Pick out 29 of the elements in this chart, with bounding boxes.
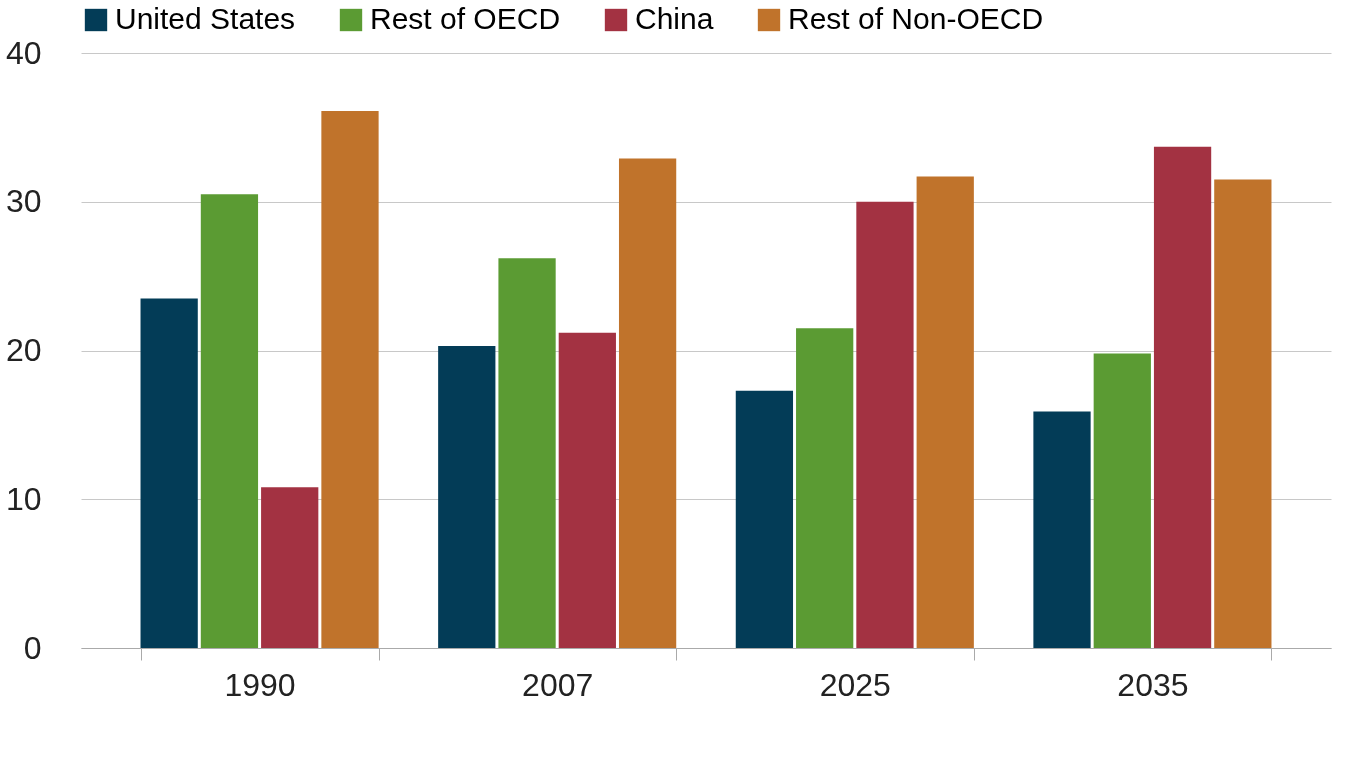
bar	[1093, 353, 1151, 648]
legend-label: United States	[115, 2, 296, 35]
bar	[140, 298, 198, 648]
bar	[438, 346, 496, 648]
x-tick-label: 1990	[224, 666, 296, 703]
bar	[261, 487, 319, 648]
y-tick-label: 40	[5, 34, 42, 71]
y-tick-label: 10	[5, 480, 42, 517]
y-tick-label: 20	[5, 332, 42, 368]
bar	[618, 158, 677, 648]
x-tick-label: 2007	[522, 666, 594, 703]
x-tick-label: 2035	[1117, 666, 1189, 703]
bar	[796, 328, 854, 648]
bar	[558, 332, 616, 648]
bar	[321, 111, 379, 648]
bar	[1153, 146, 1212, 648]
bar	[1214, 179, 1272, 648]
bar	[498, 258, 556, 648]
bar	[200, 194, 259, 648]
legend-label: Rest of Non-OECD	[788, 2, 1044, 35]
bar	[856, 201, 914, 648]
bar	[1033, 411, 1091, 648]
bar	[916, 176, 974, 648]
y-tick-label: 0	[23, 629, 42, 666]
y-tick-label: 30	[5, 183, 42, 220]
x-tick-label: 2025	[819, 666, 891, 703]
legend-label: China	[635, 2, 714, 35]
bar	[735, 390, 794, 648]
legend-label: Rest of OECD	[370, 2, 561, 35]
